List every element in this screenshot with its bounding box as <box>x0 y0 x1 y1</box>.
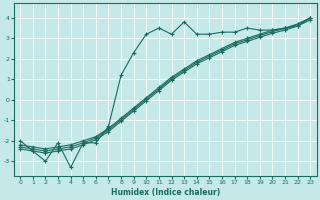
X-axis label: Humidex (Indice chaleur): Humidex (Indice chaleur) <box>111 188 220 197</box>
